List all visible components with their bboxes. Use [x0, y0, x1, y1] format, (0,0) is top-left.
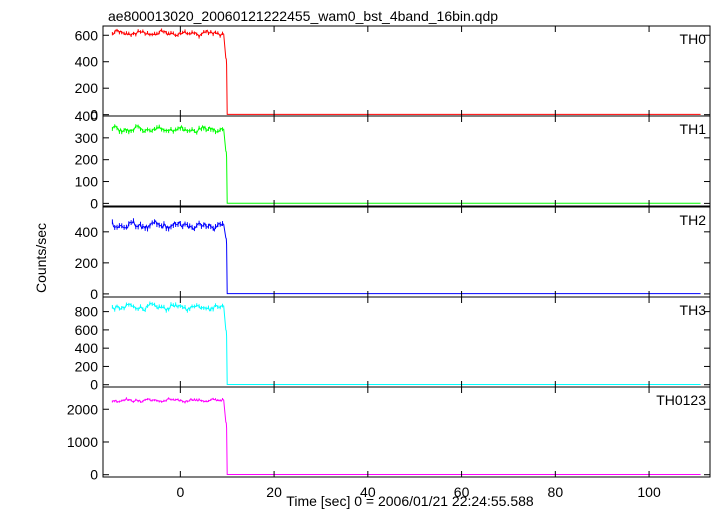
- x-tick-label: 40: [360, 484, 376, 500]
- panel-label: TH2: [680, 212, 707, 228]
- panel-label: TH1: [680, 121, 707, 137]
- y-axis-title: Counts/sec: [33, 223, 49, 293]
- panel-th0123: 0 1000 2000 TH0123: [67, 386, 711, 483]
- panel-th2: 0 200 400 TH2: [75, 206, 711, 302]
- panel-label: TH3: [680, 302, 707, 318]
- y-tick-label: 200: [75, 255, 99, 271]
- x-tick-label: 0: [176, 484, 184, 500]
- x-axis-title: Time [sec] 0 = 2006/01/21 22:24:55.588: [286, 493, 534, 509]
- x-tick-label: 100: [637, 484, 661, 500]
- chart-title: ae800013020_20060121222455_wam0_bst_4ban…: [108, 8, 498, 24]
- series-line-th0123: [112, 397, 701, 475]
- y-tick-label: 2000: [67, 401, 98, 417]
- y-tick-label: 0: [90, 467, 98, 483]
- y-tick-label: 0: [90, 195, 98, 211]
- panel-th0: 0 200 400 600 TH0: [75, 25, 711, 123]
- y-tick-label: 400: [75, 108, 99, 124]
- panel-th3: 0 200 400 600 800 TH3: [75, 296, 711, 393]
- series-line-th3: [111, 302, 701, 385]
- y-tick-label: 200: [75, 358, 99, 374]
- y-tick-label: 600: [75, 322, 99, 338]
- x-tick-label: 80: [548, 484, 564, 500]
- x-tick-label: 60: [454, 484, 470, 500]
- panel-frame: [102, 25, 711, 117]
- series-line-th0: [112, 29, 701, 115]
- panel-frame: [102, 386, 711, 478]
- y-tick-label: 200: [75, 80, 99, 96]
- panel-label: TH0123: [656, 392, 706, 408]
- y-tick-label: 0: [90, 286, 98, 302]
- series-line-th2: [111, 219, 701, 295]
- y-tick-label: 1000: [67, 434, 98, 450]
- y-tick-label: 300: [75, 130, 99, 146]
- panel-label: TH0: [680, 31, 707, 47]
- y-tick-label: 100: [75, 174, 99, 190]
- panel-th1: 0 100 200 300 400 TH1: [75, 108, 711, 211]
- y-tick-label: 600: [75, 27, 99, 43]
- y-tick-label: 400: [75, 54, 99, 70]
- series-line-th1: [111, 124, 701, 204]
- y-tick-label: 400: [75, 224, 99, 240]
- x-axis: 0 20 40 60 80 100: [176, 484, 661, 500]
- y-tick-label: 0: [90, 107, 98, 123]
- panel-frame: [102, 115, 711, 207]
- panel-frame: [102, 206, 711, 298]
- y-tick-label: 400: [75, 340, 99, 356]
- y-tick-label: 800: [75, 304, 99, 320]
- y-tick-label: 0: [90, 377, 98, 393]
- y-tick-label: 200: [75, 152, 99, 168]
- x-tick-label: 20: [266, 484, 282, 500]
- panel-frame: [102, 296, 711, 388]
